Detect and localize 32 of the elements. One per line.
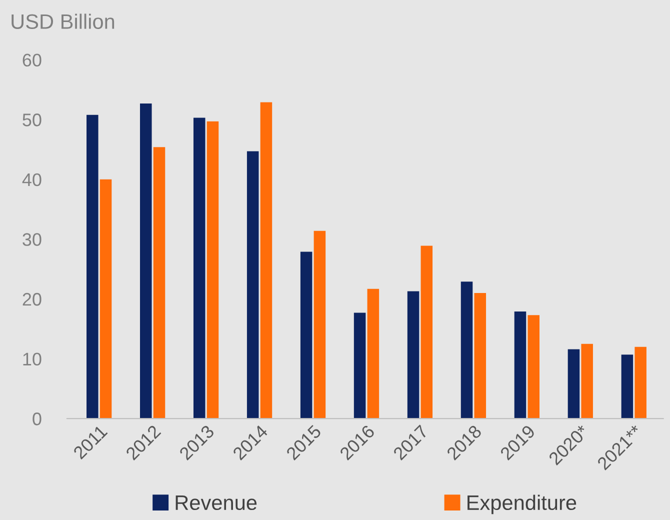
y-tick-label: 0 [32,412,42,426]
bar [260,102,272,419]
y-tick-label: 20 [22,292,42,306]
bar [153,147,166,419]
y-tick-label: 60 [22,54,42,67]
legend-label: Revenue [176,496,257,510]
bar [621,354,634,419]
bar [206,121,219,419]
bar [86,114,98,419]
bar [367,288,380,419]
bar [528,315,540,419]
legend-label: Expenditure [468,494,576,514]
bar [100,179,112,419]
bar [407,291,420,419]
bar [581,344,593,419]
y-axis-title: USD Billion [12,14,114,29]
bar [140,103,152,419]
bar [460,282,473,419]
y-tick-label: 30 [22,233,42,246]
bar [314,230,326,419]
bar [634,346,646,419]
y-tick-label: 10 [23,352,42,366]
y-tick-label: 50 [22,114,42,126]
y-tick-label: 40 [22,173,42,186]
bar [420,246,433,419]
bar [354,312,366,419]
bar [514,312,526,419]
bar [300,252,312,419]
bar [474,293,486,419]
bar [568,349,580,419]
bar [246,151,259,419]
bar [193,118,206,419]
